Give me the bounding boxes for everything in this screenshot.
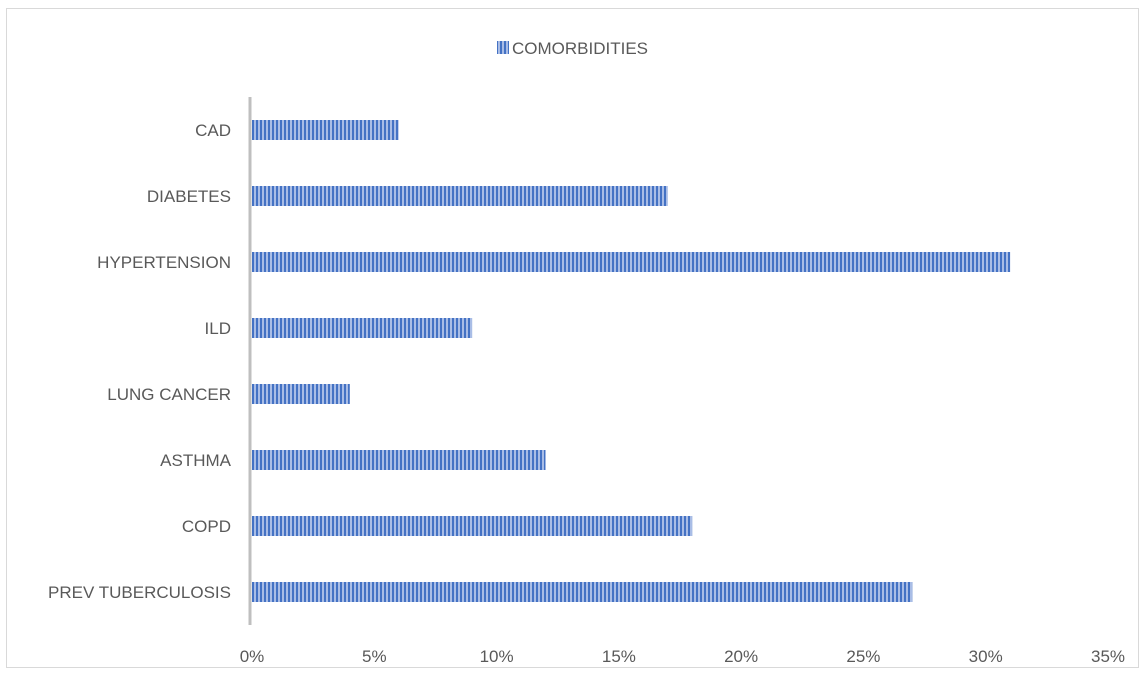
- legend-swatch: [497, 41, 509, 54]
- bar-asthma: [252, 450, 546, 470]
- x-tick-label: 30%: [969, 647, 1003, 666]
- chart-frame: [6, 8, 1139, 668]
- x-tick-label: 0%: [240, 647, 265, 666]
- bar-copd: [252, 516, 693, 536]
- x-tick-label: 10%: [480, 647, 514, 666]
- category-label-copd: COPD: [182, 517, 231, 536]
- x-tick-label: 20%: [724, 647, 758, 666]
- x-axis-tick-labels: 0% 5% 10% 15% 20% 25% 30% 35%: [240, 647, 1125, 666]
- category-label-asthma: ASTHMA: [160, 451, 232, 470]
- x-tick-label: 15%: [602, 647, 636, 666]
- category-label-hypertension: HYPERTENSION: [97, 253, 231, 272]
- bar-lung-cancer: [252, 384, 350, 404]
- x-tick-label: 25%: [846, 647, 880, 666]
- category-label-lung-cancer: LUNG CANCER: [107, 385, 231, 404]
- bar-diabetes: [252, 186, 668, 206]
- bars-group: [252, 120, 1011, 602]
- x-tick-label: 35%: [1091, 647, 1125, 666]
- bar-ild: [252, 318, 473, 338]
- x-tick-label: 5%: [362, 647, 387, 666]
- bar-cad: [252, 120, 399, 140]
- chart-legend: COMORBIDITIES: [497, 39, 648, 58]
- category-label-ild: ILD: [205, 319, 231, 338]
- legend-label: COMORBIDITIES: [512, 39, 648, 58]
- bar-hypertension: [252, 252, 1011, 272]
- category-label-cad: CAD: [195, 121, 231, 140]
- category-label-prev-tuberculosis: PREV TUBERCULOSIS: [48, 583, 231, 602]
- category-labels: CAD DIABETES HYPERTENSION ILD LUNG CANCER AST…: [48, 121, 232, 602]
- bar-prev-tuberculosis: [252, 582, 913, 602]
- category-label-diabetes: DIABETES: [147, 187, 231, 206]
